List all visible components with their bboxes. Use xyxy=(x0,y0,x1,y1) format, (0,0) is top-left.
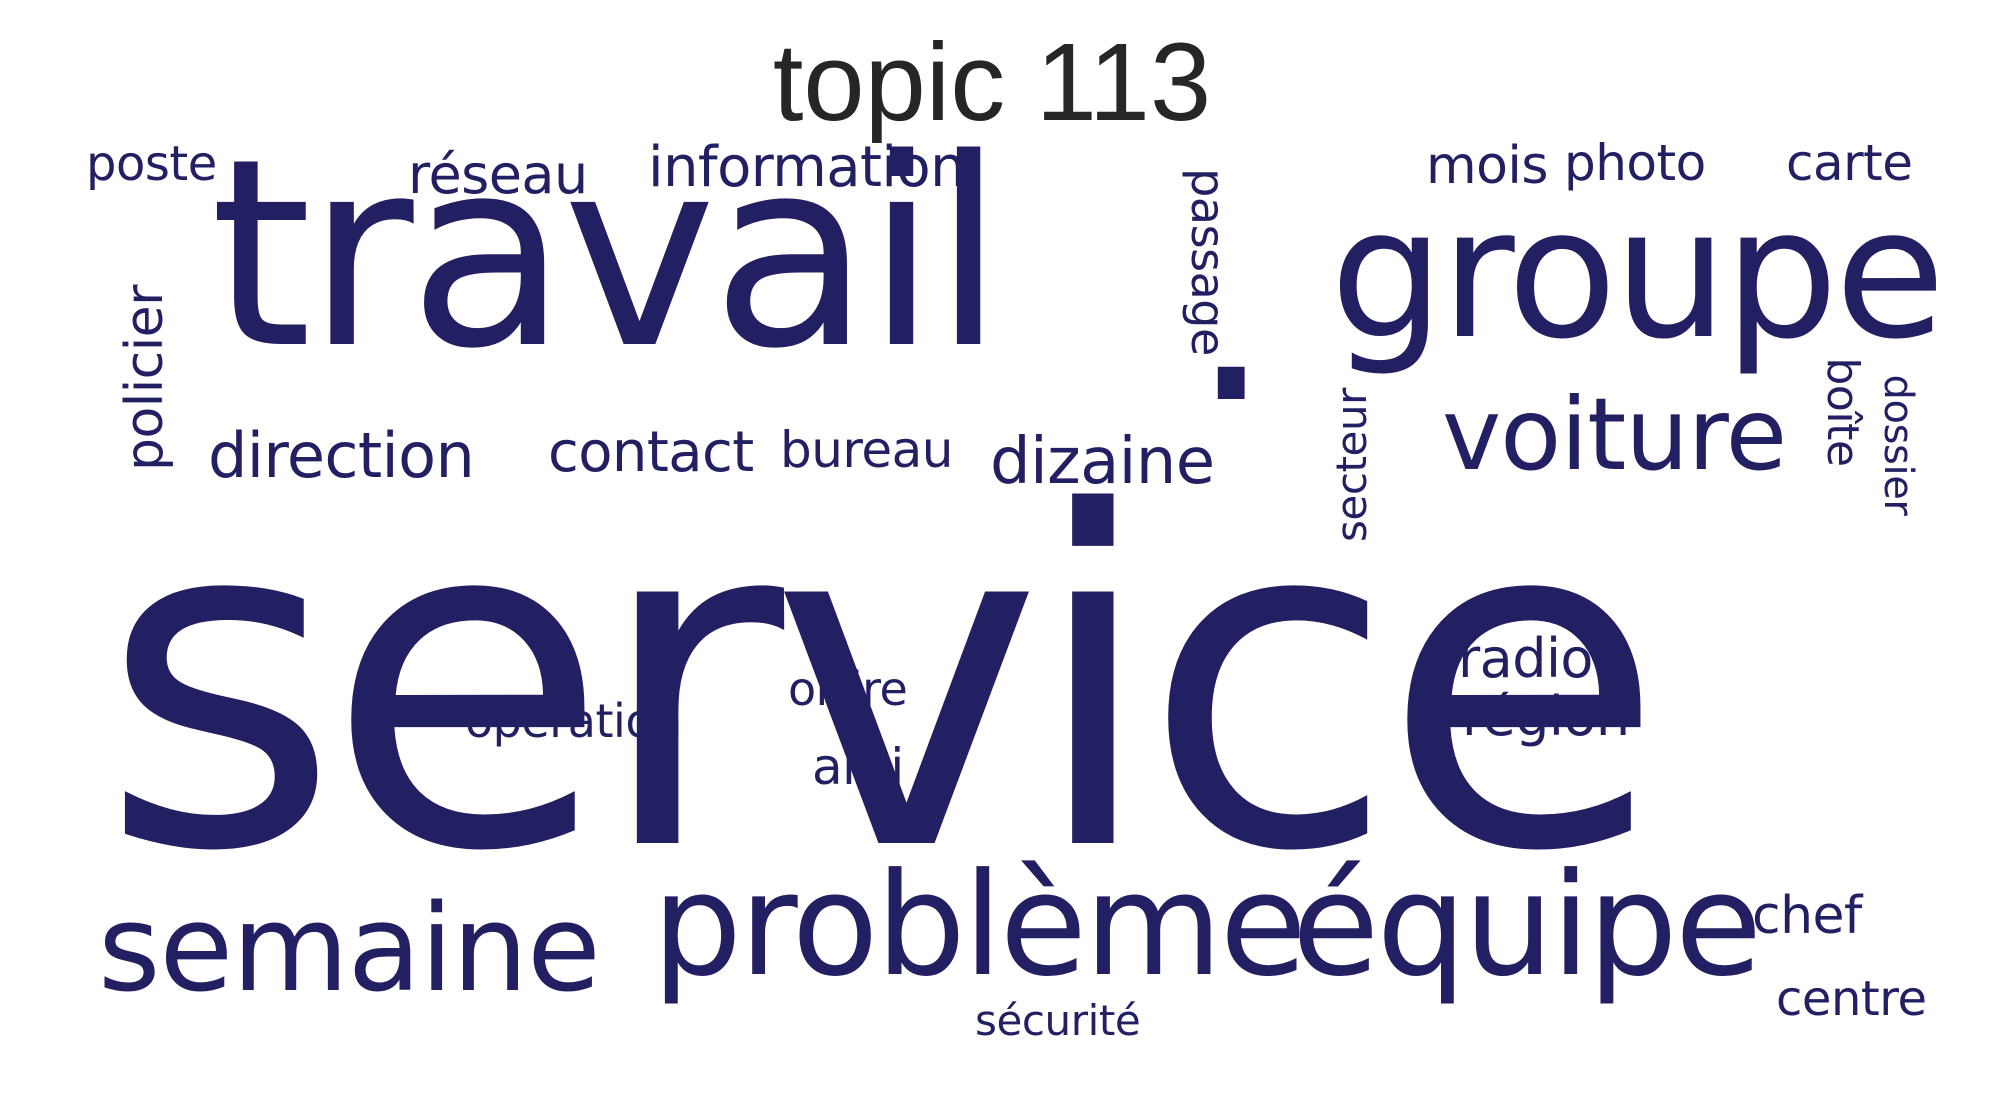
word-dizaine: dizaine xyxy=(990,425,1215,499)
word-information: information xyxy=(648,135,966,200)
word-mois: mois xyxy=(1426,136,1548,196)
word-operation: opération xyxy=(465,694,682,748)
word-dot: . xyxy=(1190,159,1273,461)
word-travail: travail xyxy=(210,104,1005,406)
word-poste: poste xyxy=(86,136,217,192)
word-region: région xyxy=(1462,685,1630,748)
word-carte: carte xyxy=(1786,134,1913,192)
word-centre: centre xyxy=(1776,971,1927,1027)
word-voiture: voiture xyxy=(1442,376,1787,493)
word-boite: boîte xyxy=(1817,357,1868,467)
word-radio: radio xyxy=(1458,627,1593,690)
chart-title: topic 113 xyxy=(772,21,1212,144)
word-ami: ami xyxy=(812,738,904,796)
word-contact: contact xyxy=(548,420,754,485)
word-photo: photo xyxy=(1564,134,1706,192)
word-secteur: secteur xyxy=(1327,387,1376,543)
word-policier: policier xyxy=(115,285,175,471)
word-dossier: dossier xyxy=(1875,374,1921,516)
word-equipe: équipe xyxy=(1292,843,1762,1008)
word-reseau: réseau xyxy=(408,143,588,206)
word-groupe: groupe xyxy=(1330,170,1946,379)
word-direction: direction xyxy=(208,419,475,492)
word-securite: sécurité xyxy=(975,996,1141,1045)
word-ordre: ordre xyxy=(788,662,908,716)
word-semaine: semaine xyxy=(98,880,601,1019)
word-bureau: bureau xyxy=(780,421,953,479)
word-probleme: problème xyxy=(652,843,1307,1008)
word-service: service xyxy=(100,417,1665,952)
word-passage: passage xyxy=(1181,168,1235,356)
word-chef: chef xyxy=(1752,886,1862,946)
